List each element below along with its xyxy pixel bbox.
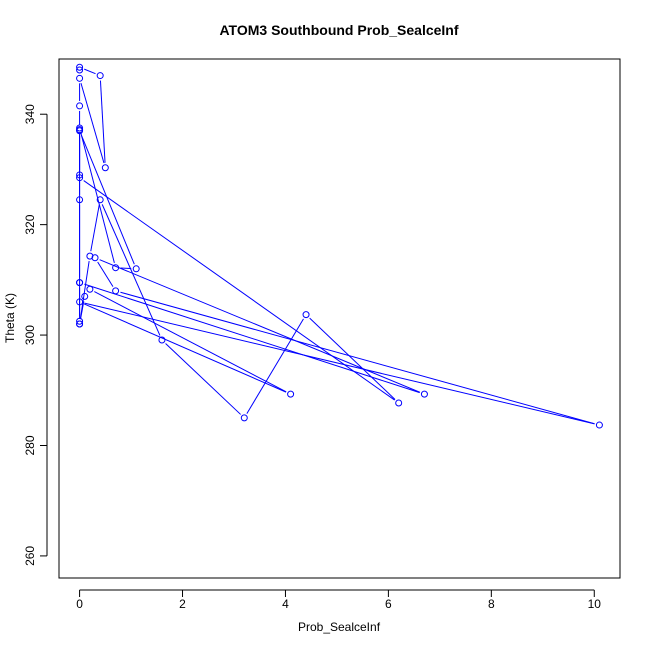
x-axis-label: Prob_SealceInf [298, 620, 381, 634]
data-point [112, 287, 120, 295]
series-line-segment [80, 301, 85, 320]
x-tick-label: 10 [588, 597, 602, 611]
series-line-segment [79, 260, 90, 320]
data-point [76, 298, 84, 306]
data-point [76, 124, 84, 132]
x-tick-label: 6 [385, 597, 392, 611]
series-line-segment [97, 261, 114, 287]
y-axis-label: Theta (K) [3, 293, 17, 343]
data-point [76, 102, 84, 110]
series-line-segment [83, 180, 395, 401]
x-tick-label: 0 [76, 597, 83, 611]
data-point [76, 74, 84, 82]
x-tick-label: 4 [282, 597, 289, 611]
data-point [76, 279, 84, 287]
y-tick-label: 340 [23, 104, 37, 124]
y-tick-label: 320 [23, 214, 37, 234]
plot-area [76, 63, 603, 429]
x-tick-label: 2 [179, 597, 186, 611]
series-line-segment [99, 259, 420, 393]
data-point [240, 414, 248, 422]
data-point [132, 265, 140, 273]
data-point [76, 317, 84, 325]
data-point [595, 421, 603, 429]
series-line-segment [84, 68, 96, 75]
data-point [395, 399, 403, 407]
plot-frame [58, 58, 621, 579]
x-axis: 0 2 4 6 8 10 [76, 589, 602, 611]
series-line-segment [90, 204, 100, 252]
series-line-segment [101, 204, 161, 336]
chart-title: ATOM3 Southbound Prob_SealceInf [219, 22, 458, 38]
series-line-segment [99, 80, 106, 163]
data-point [76, 63, 84, 71]
data-point [112, 264, 120, 272]
series-line-segment [84, 283, 420, 394]
y-axis: 260 280 300 320 340 [23, 104, 48, 566]
data-point [76, 196, 84, 204]
data-point [158, 336, 166, 344]
data-point [287, 390, 295, 398]
series-line-segment [94, 291, 287, 393]
data-point [86, 285, 94, 293]
data-point [96, 72, 104, 80]
data-point [76, 171, 84, 179]
series-line-segment [246, 318, 304, 414]
y-tick-label: 260 [23, 546, 37, 566]
data-point [81, 292, 89, 300]
y-tick-label: 300 [23, 325, 37, 345]
data-point [91, 254, 99, 262]
series-line-segment [84, 302, 595, 425]
series-line-segment [80, 82, 105, 164]
series-line-segment [81, 135, 135, 265]
data-point [302, 311, 310, 319]
data-point [96, 196, 104, 204]
data-point [76, 320, 84, 328]
data-point [76, 66, 84, 74]
series-line-segment [120, 267, 132, 270]
y-tick-label: 280 [23, 435, 37, 455]
series-line-segment [165, 343, 241, 415]
data-point [76, 127, 84, 135]
x-tick-label: 8 [488, 597, 495, 611]
series-line-segment [83, 303, 287, 393]
series-line-segment [120, 291, 595, 425]
series-line-segment [309, 317, 396, 400]
data-point [420, 390, 428, 398]
data-point [101, 164, 109, 172]
data-point [76, 174, 84, 182]
